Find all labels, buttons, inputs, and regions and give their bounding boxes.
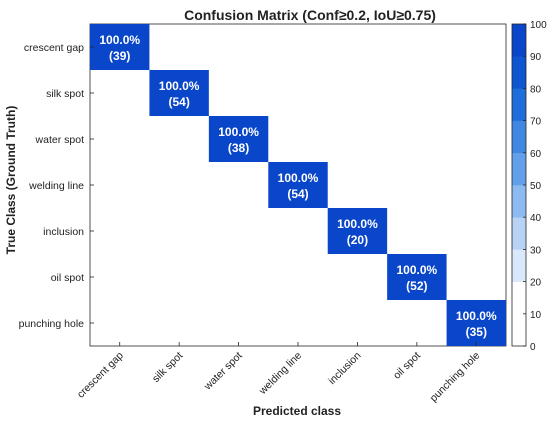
x-tick-label: water spot [201, 350, 245, 394]
x-axis-label: Predicted class [253, 404, 341, 418]
y-tick-label: punching hole [19, 318, 85, 330]
colorbar-band [512, 281, 526, 315]
colorbar-band [512, 56, 526, 89]
colorbar-band [512, 185, 526, 218]
y-tick-label: oil spot [51, 272, 84, 284]
cell-percent-label: 100.0% [159, 79, 200, 93]
x-tick-label: oil spot [391, 350, 423, 382]
matrix-cell [446, 300, 506, 346]
colorbar-band [512, 120, 526, 154]
cell-percent-label: 100.0% [337, 217, 378, 231]
chart-title: Confusion Matrix (Conf≥0.2, IoU≥0.75) [184, 7, 436, 23]
cell-count-label: (39) [109, 49, 130, 63]
x-tick-label: welding line [256, 350, 304, 398]
colorbar-tick-label: 70 [530, 117, 542, 128]
cell-percent-label: 100.0% [456, 309, 497, 323]
y-tick-label: silk spot [46, 88, 84, 100]
cell-count-label: (35) [466, 325, 487, 339]
colorbar-tick-label: 20 [530, 278, 542, 289]
x-tick-label: punching hole [428, 350, 483, 405]
cell-count-label: (54) [287, 187, 308, 201]
matrix-cell [387, 254, 447, 300]
colorbar-tick-label: 60 [530, 149, 542, 160]
colorbar-tick-label: 80 [530, 84, 542, 95]
colorbar-tick-label: 50 [530, 181, 542, 192]
colorbar-band [512, 313, 526, 347]
x-tick-label: inclusion [326, 350, 363, 387]
y-axis-label: True Class (Ground Truth) [4, 106, 18, 255]
matrix-cell [90, 24, 150, 70]
y-tick-label: welding line [28, 180, 84, 192]
cell-percent-label: 100.0% [397, 263, 438, 277]
colorbar-tick-label: 30 [530, 245, 542, 256]
y-tick-label: water spot [35, 134, 85, 146]
colorbar: 0 10 20 30 40 50 60 70 80 90 100 [511, 20, 547, 353]
matrix-cell [268, 162, 328, 208]
y-tick-label: crescent gap [24, 42, 84, 54]
cell-percent-label: 100.0% [99, 33, 140, 47]
colorbar-tick-label: 10 [530, 310, 542, 321]
colorbar-band [512, 152, 526, 186]
matrix-cell [208, 116, 269, 162]
cell-percent-label: 100.0% [218, 125, 259, 139]
cell-count-label: (38) [228, 141, 249, 155]
x-tick-label: crescent gap [75, 350, 126, 401]
colorbar-band [512, 217, 526, 250]
colorbar-tick-label: 90 [530, 52, 542, 63]
cell-count-label: (20) [347, 233, 368, 247]
cell-percent-label: 100.0% [278, 171, 319, 185]
matrix-cell [327, 208, 388, 254]
cell-count-label: (52) [406, 279, 427, 293]
colorbar-band [512, 88, 526, 121]
colorbar-tick-label: 0 [530, 342, 536, 353]
y-tick-label: inclusion [43, 226, 84, 238]
x-tick-label: silk spot [150, 350, 185, 385]
colorbar-tick-label: 40 [530, 213, 542, 224]
colorbar-tick-label: 100 [530, 20, 547, 31]
matrix-cell [149, 70, 209, 116]
cell-count-label: (54) [168, 95, 189, 109]
colorbar-band [512, 249, 526, 282]
plot-area: 100.0% (39) 100.0% (54) 100.0% (38) 100.0% (54)… [19, 23, 507, 405]
colorbar-band [512, 24, 526, 57]
